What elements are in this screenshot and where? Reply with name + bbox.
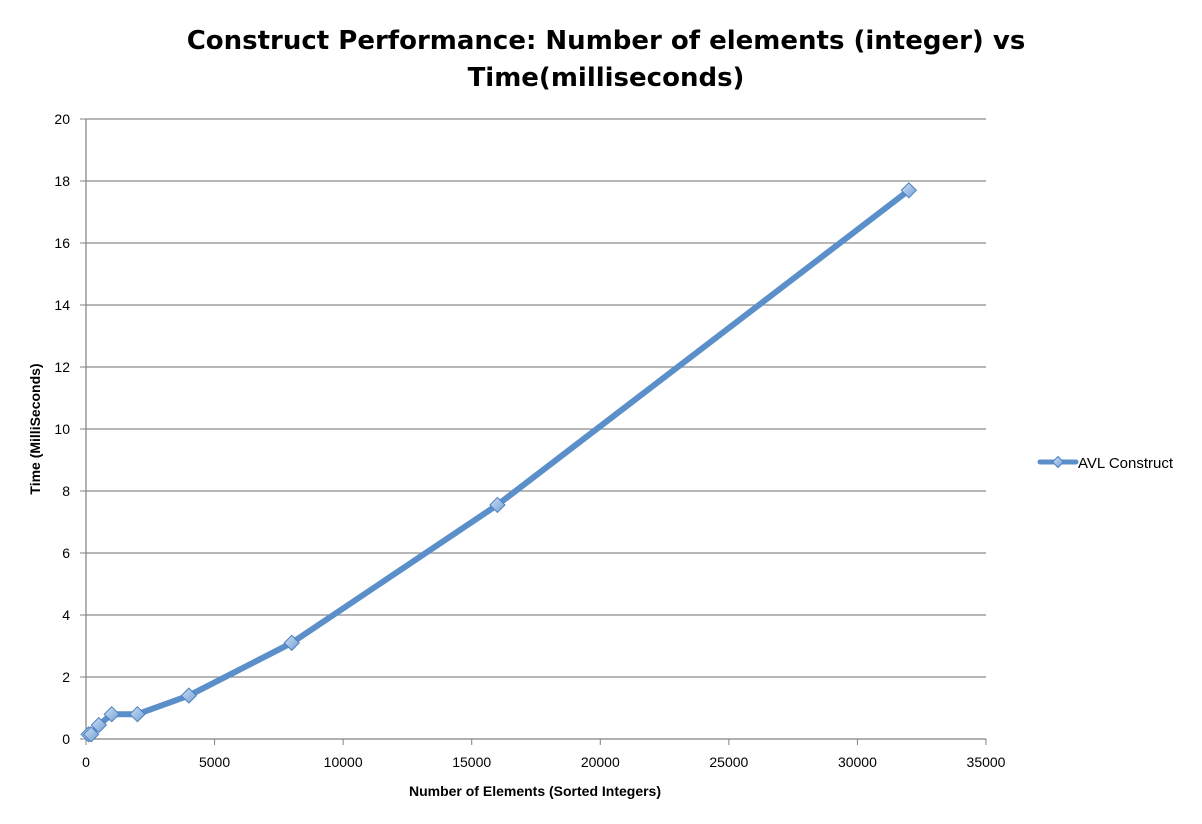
data-point bbox=[180, 687, 198, 704]
data-point bbox=[283, 634, 300, 652]
y-tick-label: 6 bbox=[62, 545, 70, 561]
y-axis-title: Time (MilliSeconds) bbox=[27, 363, 43, 494]
legend-marker bbox=[1051, 455, 1065, 469]
chart-title-line-1: Construct Performance: Number of element… bbox=[187, 26, 1026, 56]
x-tick-label: 20000 bbox=[581, 754, 620, 770]
y-tick-label: 18 bbox=[54, 173, 70, 189]
data-point bbox=[489, 496, 506, 514]
data-point bbox=[900, 182, 918, 199]
y-tick-label: 20 bbox=[54, 111, 70, 127]
y-tick-label: 14 bbox=[54, 297, 70, 313]
series-line bbox=[85, 187, 912, 738]
tick-labels: 0 2 4 6 8 10 12 14 16 18 20 0 5000 10000 15000 20000 250… bbox=[54, 111, 1005, 770]
data-point bbox=[103, 705, 120, 723]
data-point bbox=[90, 716, 108, 734]
y-tick-label: 12 bbox=[54, 359, 70, 375]
series-layer bbox=[80, 182, 918, 743]
x-tick-label: 35000 bbox=[967, 754, 1006, 770]
y-tick-label: 2 bbox=[62, 669, 70, 685]
y-tick-label: 8 bbox=[62, 483, 70, 499]
x-tick-label: 15000 bbox=[452, 754, 491, 770]
x-tick-label: 25000 bbox=[709, 754, 748, 770]
chart-title-line-2: Time(milliseconds) bbox=[468, 63, 745, 93]
y-tick-label: 10 bbox=[54, 421, 70, 437]
y-tick-label: 0 bbox=[62, 731, 70, 747]
x-tick-label: 0 bbox=[82, 754, 90, 770]
x-axis-title: Number of Elements (Sorted Integers) bbox=[409, 783, 661, 799]
gridlines bbox=[86, 118, 986, 678]
x-tick-label: 5000 bbox=[199, 754, 230, 770]
x-tick-label: 10000 bbox=[324, 754, 363, 770]
x-tick-label: 30000 bbox=[838, 754, 877, 770]
y-tick-label: 16 bbox=[54, 235, 70, 251]
data-point bbox=[82, 726, 100, 743]
axes bbox=[80, 118, 987, 745]
legend-label: AVL Construct bbox=[1078, 455, 1174, 472]
legend: AVL Construct bbox=[1037, 455, 1174, 472]
data-point bbox=[129, 705, 146, 723]
y-tick-label: 4 bbox=[62, 607, 70, 623]
